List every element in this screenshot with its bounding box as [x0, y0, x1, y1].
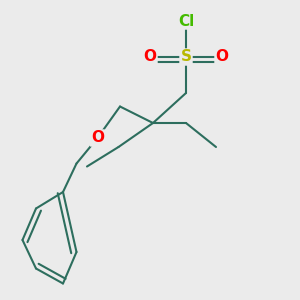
Text: O: O — [143, 50, 157, 64]
Text: S: S — [181, 50, 191, 64]
Text: O: O — [215, 50, 229, 64]
Text: O: O — [91, 130, 104, 146]
Text: Cl: Cl — [178, 14, 194, 28]
